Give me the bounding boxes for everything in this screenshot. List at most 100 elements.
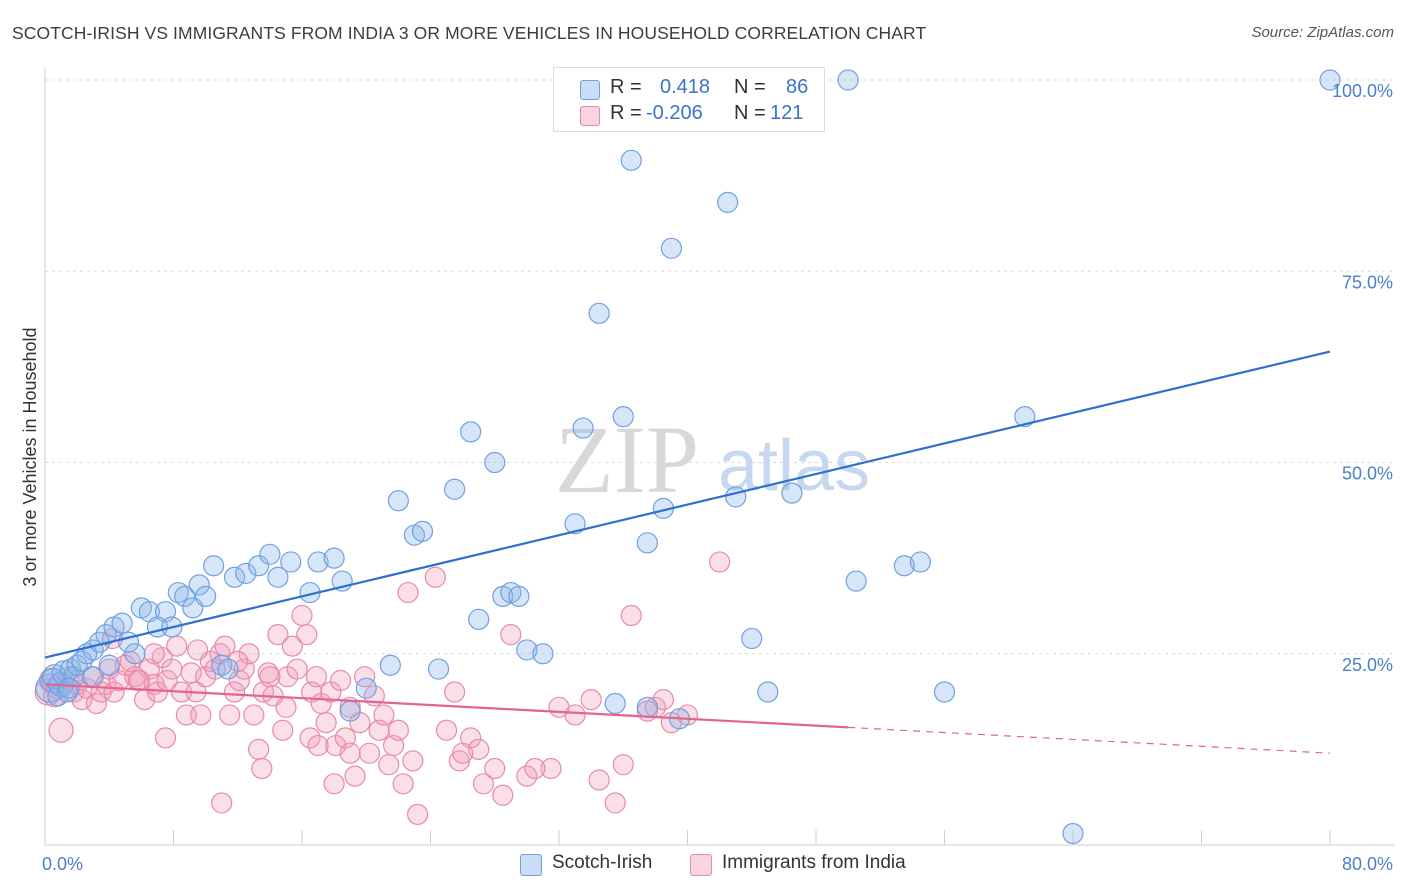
data-point [166, 635, 188, 657]
axes [44, 68, 1395, 846]
trend-line-scotch-irish [44, 350, 1331, 659]
data-point [392, 773, 414, 795]
data-point [344, 765, 366, 787]
data-point [492, 784, 514, 806]
data-point [248, 738, 270, 760]
data-point [893, 555, 915, 577]
data-point [472, 773, 495, 795]
data-point [540, 757, 562, 780]
watermark: ZIP atlas [555, 406, 870, 513]
data-point [315, 711, 337, 734]
legend-row-india: R = -0.206 N = 121 [554, 102, 822, 128]
y-tick-label: 25.0% [1342, 655, 1393, 675]
data-point [524, 757, 546, 780]
data-point [223, 566, 246, 588]
legend-swatch-pink [690, 854, 712, 876]
data-point [717, 191, 739, 213]
tick-labels: 100.0% 75.0% 50.0% 25.0% 0.0% 80.0% [42, 81, 1393, 874]
y-tick-label: 75.0% [1342, 272, 1393, 292]
data-point [378, 754, 400, 776]
data-point [933, 681, 956, 703]
data-point [411, 520, 434, 542]
data-point [387, 490, 409, 512]
data-point [612, 754, 634, 776]
data-point [188, 574, 210, 596]
data-point [98, 654, 120, 676]
data-point [167, 581, 189, 604]
x-tick-label: 80.0% [1342, 854, 1393, 874]
data-point [267, 624, 289, 646]
data-point [124, 643, 146, 665]
data-point [82, 666, 104, 688]
data-point [435, 719, 458, 741]
data-point [460, 421, 482, 443]
data-point [1062, 822, 1084, 845]
data-point [58, 677, 80, 699]
data-point [424, 566, 446, 588]
correlation-legend: R = 0.418 N = 86 R = -0.206 N = 121 [553, 67, 825, 132]
data-point [532, 643, 554, 665]
data-point [299, 727, 321, 749]
data-point [219, 704, 241, 726]
data-point [484, 451, 506, 474]
data-point [468, 738, 490, 760]
data-point [307, 734, 329, 757]
legend-r-label: R = [610, 102, 642, 124]
data-point [339, 700, 361, 722]
data-point [354, 666, 376, 688]
data-point [604, 792, 626, 814]
data-point [217, 658, 239, 680]
data-point [500, 624, 522, 646]
data-point [373, 704, 395, 726]
data-point [620, 149, 642, 171]
legend-label: Scotch-Irish [552, 852, 653, 873]
data-point [387, 719, 409, 741]
source-label: Source: ZipAtlas.com [1251, 24, 1394, 41]
data-point [85, 692, 108, 715]
data-point [468, 608, 490, 630]
data-point [190, 704, 212, 726]
data-point [248, 555, 270, 577]
data-point [516, 765, 538, 787]
data-point [407, 803, 429, 826]
data-point [174, 585, 196, 607]
legend-swatch-pink [580, 106, 600, 126]
data-point [612, 406, 634, 428]
series-india-points [34, 551, 731, 826]
data-point [757, 681, 779, 703]
data-point [296, 624, 318, 646]
data-point [186, 639, 209, 661]
data-point [203, 555, 225, 577]
legend-r-value: -0.206 [646, 102, 703, 124]
data-point [235, 562, 257, 585]
legend-n-label: N = [734, 102, 766, 124]
data-point [588, 769, 610, 791]
data-point [725, 486, 747, 508]
data-point [636, 532, 658, 554]
y-tick-label: 50.0% [1342, 464, 1393, 484]
data-point [397, 581, 419, 604]
data-point [243, 704, 265, 726]
legend-n-value: 121 [770, 102, 804, 124]
data-point [272, 719, 294, 741]
data-point [358, 742, 381, 764]
data-point [741, 627, 763, 650]
data-point [837, 69, 859, 91]
data-point [452, 742, 474, 764]
data-point [660, 237, 683, 259]
data-point [588, 302, 610, 324]
y-axis-label: 3 or more Vehicles in Household [20, 327, 40, 586]
data-point [251, 757, 273, 780]
data-point [329, 669, 352, 692]
legend-n-label: N = [734, 76, 766, 98]
data-point [580, 689, 602, 711]
data-point [211, 792, 233, 814]
data-point [1014, 406, 1036, 428]
data-point [111, 612, 133, 634]
data-point [323, 773, 345, 795]
data-point [339, 742, 361, 764]
legend-label: Immigrants from India [722, 852, 906, 873]
data-point [195, 585, 217, 607]
x-tick-label: 0.0% [42, 854, 83, 874]
